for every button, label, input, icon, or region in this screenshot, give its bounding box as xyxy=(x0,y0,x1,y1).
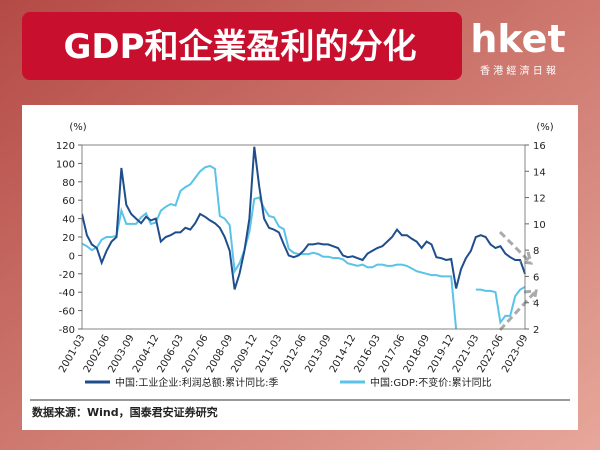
series-line xyxy=(82,164,526,330)
y-tick-label: -40 xyxy=(59,288,75,299)
y2-tick-label: 12 xyxy=(533,194,546,205)
y2-tick-label: 6 xyxy=(533,272,539,283)
y2-tick-label: 14 xyxy=(533,167,546,178)
legend-label: 中国:工业企业:利润总额:累计同比:季 xyxy=(115,376,278,389)
y-tick-label: 20 xyxy=(62,233,75,244)
y-tick-label: -80 xyxy=(59,325,75,336)
brand: hket xyxy=(470,17,565,61)
source: 数据来源：Wind，国泰君安证券研究 xyxy=(32,405,218,419)
title: GDP和企業盈利的分化 xyxy=(63,27,416,67)
arrow xyxy=(498,289,538,332)
y-tick-label: 120 xyxy=(56,141,75,152)
lines xyxy=(82,146,526,330)
y-tick-label: 80 xyxy=(62,178,75,189)
y-tick-label: -20 xyxy=(59,270,75,281)
y-tick-label: 100 xyxy=(56,159,75,170)
y2-tick-label: 8 xyxy=(533,246,539,257)
y2-unit: (%) xyxy=(536,122,553,133)
y-tick-label: 0 xyxy=(69,251,75,262)
brand-sub: 香 港 經 濟 日 報 xyxy=(480,64,556,77)
y2-tick-label: 16 xyxy=(533,141,546,152)
y-tick-label: 60 xyxy=(62,196,75,207)
y-tick-label: 40 xyxy=(62,215,75,226)
y2-tick-label: 2 xyxy=(533,325,539,336)
y2-tick-label: 10 xyxy=(533,220,546,231)
y-tick-label: -60 xyxy=(59,307,75,318)
chart-panel xyxy=(22,105,578,430)
y2-tick-label: 4 xyxy=(533,299,539,310)
title-box xyxy=(22,12,462,80)
legend-label: 中国:GDP:不变价:累计同比 xyxy=(370,376,492,389)
series-line xyxy=(82,146,526,290)
y-unit: (%) xyxy=(69,122,86,133)
